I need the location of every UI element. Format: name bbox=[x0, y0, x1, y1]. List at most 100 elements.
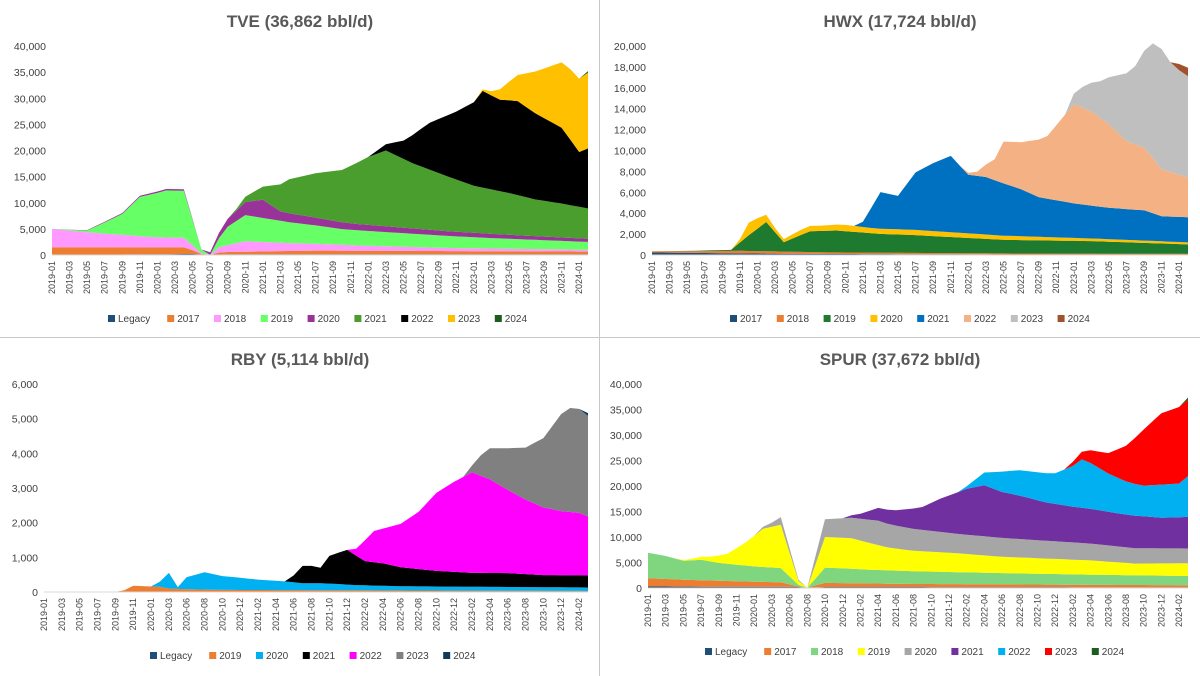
x-tick-label: 2023-10 bbox=[538, 598, 548, 631]
x-tick-label: 2023-05 bbox=[1104, 261, 1114, 294]
x-tick-label: 2019-09 bbox=[717, 261, 727, 294]
y-tick-label: 20,000 bbox=[614, 41, 646, 53]
chart-title: HWX (17,724 bbl/d) bbox=[823, 12, 976, 31]
legend-swatch bbox=[1045, 648, 1052, 655]
legend-label: 2018 bbox=[787, 314, 810, 325]
y-tick-label: 10,000 bbox=[14, 198, 46, 210]
legend-swatch bbox=[256, 652, 263, 659]
x-tick-label: 2022-01 bbox=[963, 261, 973, 294]
area-series-2017 bbox=[648, 578, 1188, 588]
x-tick-label: 2021-08 bbox=[909, 594, 919, 627]
area-series-2022 bbox=[648, 459, 1188, 588]
x-tick-label: 2021-01 bbox=[258, 261, 268, 294]
area-series-2020 bbox=[652, 214, 1188, 252]
legend-swatch bbox=[904, 648, 912, 655]
x-tick-label: 2021-10 bbox=[926, 594, 936, 627]
x-tick-label: 2020-12 bbox=[838, 594, 848, 627]
legend-swatch bbox=[951, 648, 959, 655]
x-tick-label: 2022-05 bbox=[999, 261, 1009, 294]
x-tick-label: 2021-11 bbox=[346, 261, 356, 293]
x-tick-label: 2019-01 bbox=[647, 261, 657, 294]
legend-swatch bbox=[150, 652, 157, 659]
x-tick-label: 2023-11 bbox=[557, 261, 567, 293]
x-tick-label: 2022-03 bbox=[981, 261, 991, 294]
y-tick-label: 1,000 bbox=[12, 552, 38, 564]
x-tick-label: 2019-07 bbox=[100, 261, 110, 294]
x-tick-label: 2023-01 bbox=[1069, 261, 1079, 294]
x-tick-label: 2020-01 bbox=[752, 261, 762, 294]
legend-swatch bbox=[448, 315, 455, 322]
legend-swatch bbox=[964, 315, 971, 322]
x-tick-label: 2023-01 bbox=[469, 261, 479, 294]
legend-label: 2022 bbox=[411, 314, 434, 325]
legend-swatch bbox=[209, 652, 217, 659]
legend-label: 2022 bbox=[1008, 647, 1031, 658]
y-tick-label: 14,000 bbox=[614, 104, 646, 116]
x-tick-label: 2020-10 bbox=[820, 594, 830, 627]
y-tick-label: 40,000 bbox=[14, 41, 46, 53]
x-tick-label: 2023-07 bbox=[522, 261, 532, 294]
x-tick-label: 2023-02 bbox=[467, 598, 477, 631]
x-tick-label: 2022-06 bbox=[997, 594, 1007, 627]
chart-panel-hwx: HWX (17,724 bbl/d) 0 2,000 4,000 6,000 8,000 1… bbox=[600, 0, 1200, 338]
x-tick-label: 2021-03 bbox=[876, 261, 886, 294]
x-tick-label: 2021-09 bbox=[328, 261, 338, 294]
legend-label: 2021 bbox=[927, 314, 950, 325]
legend-swatch bbox=[776, 315, 784, 322]
x-tick-label: 2021-12 bbox=[342, 598, 352, 631]
area-series-2023 bbox=[52, 62, 588, 253]
legend-label: 2019 bbox=[271, 314, 294, 325]
y-tick-label: 0 bbox=[636, 583, 642, 595]
legend-label: 2020 bbox=[880, 314, 903, 325]
x-tick-label: 2020-01 bbox=[749, 594, 759, 627]
x-tick-label: 2022-10 bbox=[1033, 594, 1043, 627]
area-series-2019 bbox=[652, 222, 1188, 254]
x-tick-label: 2019-01 bbox=[39, 598, 49, 631]
area-series-2020 bbox=[52, 189, 588, 255]
x-tick-label: 2024-02 bbox=[574, 598, 584, 631]
x-tick-label: 2022-12 bbox=[1050, 594, 1060, 627]
x-tick-label: 2021-03 bbox=[276, 261, 286, 294]
y-tick-label: 35,000 bbox=[610, 405, 642, 417]
legend-swatch bbox=[494, 315, 502, 322]
x-tick-label: 2020-12 bbox=[235, 598, 245, 631]
x-tick-label: 2022-07 bbox=[1016, 261, 1026, 294]
x-tick-label: 2019-03 bbox=[65, 261, 75, 294]
y-tick-label: 0 bbox=[32, 587, 38, 599]
area-series-2020 bbox=[44, 572, 588, 592]
legend-label: 2024 bbox=[505, 314, 528, 325]
y-tick-label: 6,000 bbox=[620, 187, 646, 199]
x-tick-label: 2023-04 bbox=[485, 598, 495, 631]
x-tick-label: 2023-09 bbox=[539, 261, 549, 294]
x-tick-label: 2019-11 bbox=[128, 598, 138, 630]
x-tick-label: 2021-04 bbox=[873, 594, 883, 627]
area-series-2021 bbox=[44, 549, 588, 592]
area-series-2021 bbox=[648, 485, 1188, 588]
x-tick-label: 2023-08 bbox=[1121, 594, 1131, 627]
x-tick-label: 2020-05 bbox=[188, 261, 198, 294]
x-tick-label: 2022-05 bbox=[399, 261, 409, 294]
x-tick-label: 2020-06 bbox=[182, 598, 192, 631]
legend-swatch bbox=[857, 648, 865, 655]
x-tick-label: 2019-11 bbox=[735, 261, 745, 293]
y-tick-label: 4,000 bbox=[12, 448, 38, 460]
y-tick-label: 30,000 bbox=[14, 93, 46, 105]
legend-swatch bbox=[401, 315, 409, 322]
x-tick-label: 2021-07 bbox=[311, 261, 321, 294]
panel-divider-vertical bbox=[599, 0, 600, 676]
x-tick-label: 2019-09 bbox=[117, 261, 127, 294]
x-tick-label: 2020-11 bbox=[840, 261, 850, 293]
y-tick-label: 0 bbox=[640, 250, 646, 262]
y-tick-label: 40,000 bbox=[610, 379, 642, 391]
x-tick-label: 2022-07 bbox=[416, 261, 426, 294]
legend-swatch bbox=[108, 315, 115, 322]
x-tick-label: 2021-01 bbox=[858, 261, 868, 294]
legend-label: 2023 bbox=[406, 651, 429, 662]
x-tick-label: 2019-11 bbox=[732, 594, 742, 626]
x-tick-label: 2019-07 bbox=[700, 261, 710, 294]
area-series-2017 bbox=[652, 252, 1188, 255]
x-tick-label: 2023-08 bbox=[521, 598, 531, 631]
chart-title: TVE (36,862 bbl/d) bbox=[227, 12, 373, 31]
area-series-2022 bbox=[52, 90, 588, 253]
x-tick-label: 2020-09 bbox=[223, 261, 233, 294]
